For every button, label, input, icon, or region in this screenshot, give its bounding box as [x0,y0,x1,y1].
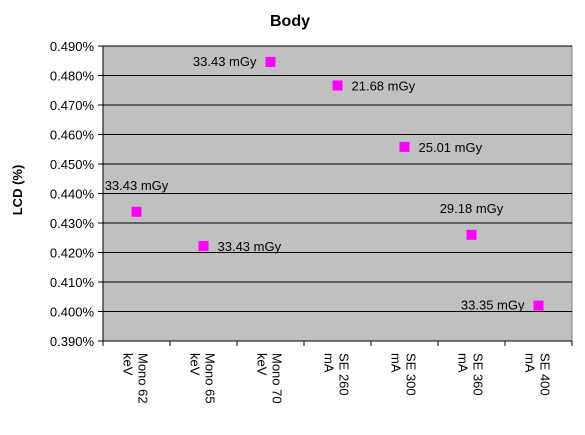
y-tick-label: 0.490% [50,39,95,54]
y-axis-label: LCD (%) [10,165,25,216]
gridlines [103,45,572,312]
data-label: 33.43 mGy [193,54,257,69]
y-tick-label: 0.440% [50,187,95,202]
data-labels: 33.43 mGy 33.43 mGy 33.43 mGy 21.68 mGy 25.0… [105,54,525,313]
data-point [466,229,477,240]
x-tick-label: Mono 65keV [188,353,218,404]
y-tick-label: 0.470% [50,98,95,113]
y-tick-label: 0.410% [50,275,95,290]
x-tick-label: SE 400mA [523,353,553,396]
data-point [198,241,209,252]
y-tick-label: 0.400% [50,305,95,320]
data-points [131,56,544,311]
x-tick-label: Mono 62keV [121,353,151,404]
y-tick-label: 0.480% [50,69,95,84]
data-label: 21.68 mGy [352,79,416,94]
data-label: 29.18 mGy [440,201,504,216]
chart-title: Body [270,13,310,30]
data-point [399,141,410,152]
data-label: 33.43 mGy [218,239,282,254]
data-label: 33.35 mGy [461,298,525,313]
y-tick-label: 0.450% [50,157,95,172]
data-point [533,300,544,311]
x-tick-label: Mono 70keV [255,353,285,404]
x-tick-labels: Mono 62keV Mono 65keV Mono 70keV SE 260mA SE… [121,353,553,404]
y-tick-label: 0.430% [50,216,95,231]
x-tick-label: SE 360mA [456,353,486,396]
data-point [265,56,276,67]
axes [98,45,573,346]
data-point [131,206,142,217]
y-tick-label: 0.420% [50,246,95,261]
x-tick-label: SE 260mA [322,353,352,396]
data-label: 33.43 mGy [105,178,169,193]
y-tick-label: 0.460% [50,128,95,143]
y-tick-labels: 0.390% 0.400% 0.410% 0.420% 0.430% 0.440% 0.45… [50,39,95,349]
data-label: 25.01 mGy [419,140,483,155]
x-tick-label: SE 300mA [389,353,419,396]
data-point [332,80,343,91]
y-tick-label: 0.390% [50,334,95,349]
